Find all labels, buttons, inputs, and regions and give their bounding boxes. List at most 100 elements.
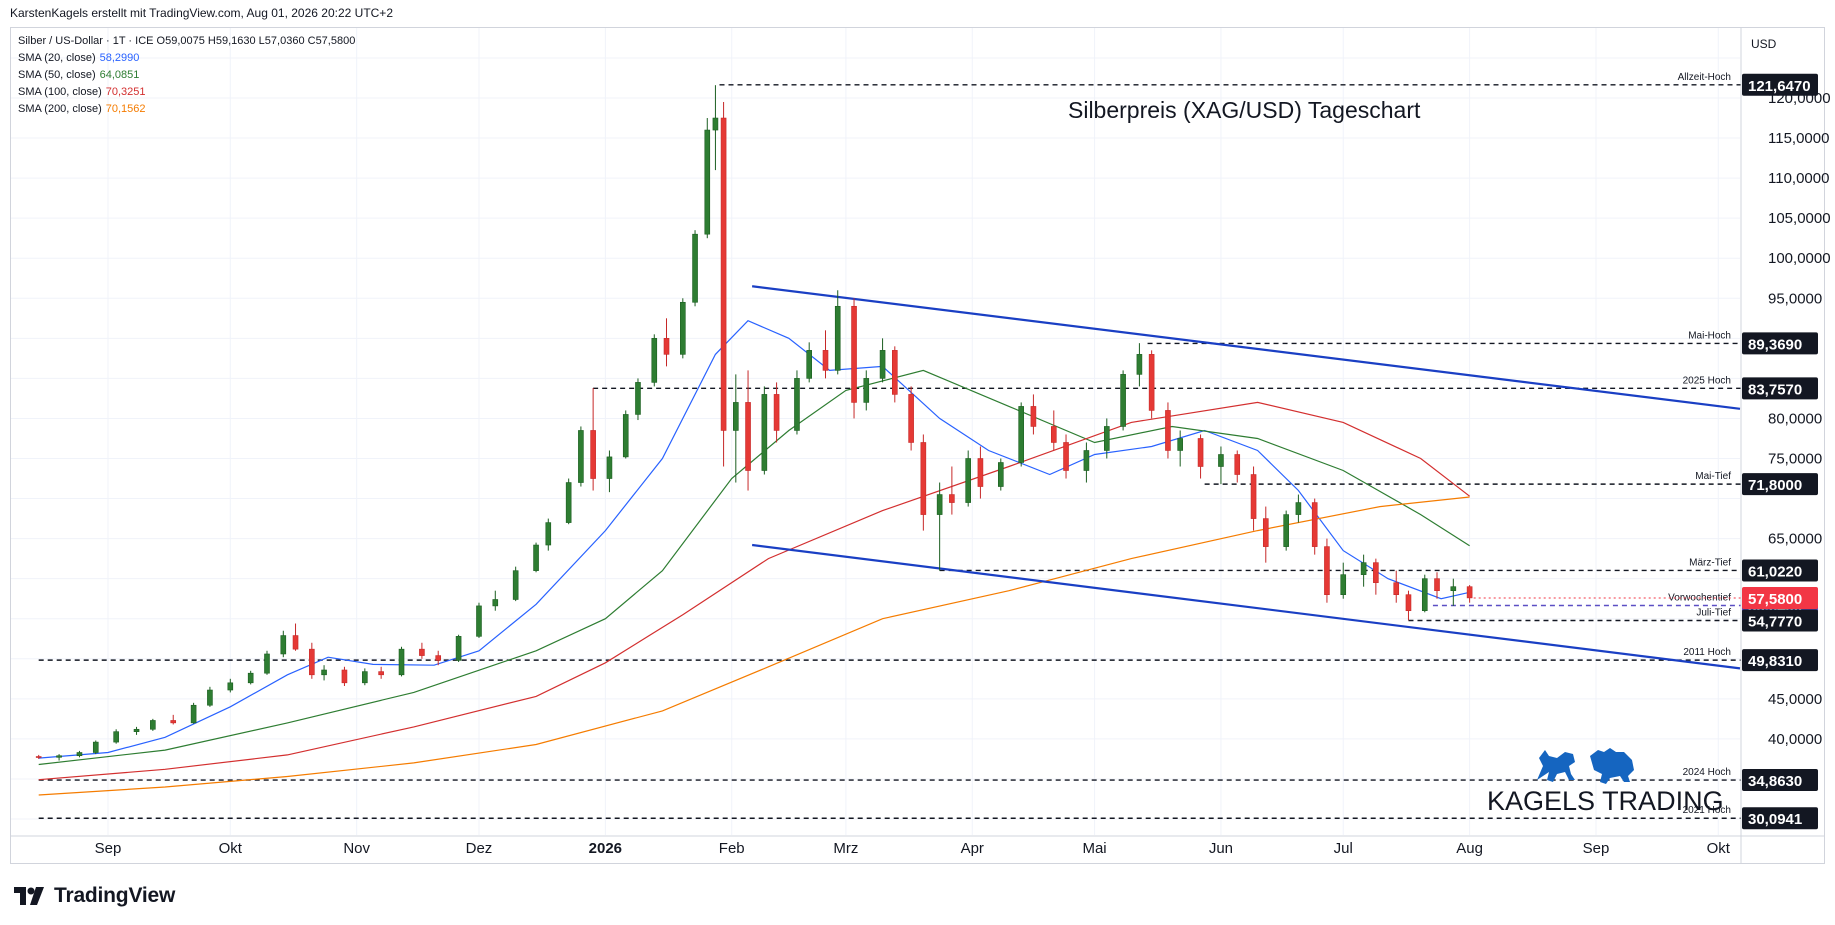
sma200-value: 70,1562 xyxy=(105,103,146,115)
candle-body xyxy=(733,402,739,431)
price-level-value: 83,7570 xyxy=(1748,381,1802,398)
chart-frame xyxy=(10,27,1825,864)
candle-body xyxy=(822,350,829,371)
candle-body xyxy=(455,636,462,661)
x-tick-label: Dez xyxy=(466,840,493,857)
candle-body xyxy=(704,129,711,235)
price-level-tag xyxy=(1742,559,1818,582)
candle-body xyxy=(56,755,62,758)
sma20-value: 58,2990 xyxy=(99,52,140,64)
candle-body xyxy=(1120,374,1126,427)
candle-body xyxy=(936,494,943,515)
price-level-tag xyxy=(1742,769,1818,792)
price-level-value: 71,8000 xyxy=(1748,477,1802,494)
sma100-label: SMA (100, close) xyxy=(18,86,102,98)
currency-label: USD xyxy=(1751,37,1777,51)
tradingview-wordmark: TradingView xyxy=(54,884,176,907)
candle-body xyxy=(680,301,686,355)
channel-line xyxy=(751,285,1741,410)
sma100-value: 70,3251 xyxy=(105,86,146,98)
candle-body xyxy=(476,605,482,637)
price-level-value: 89,3690 xyxy=(1748,336,1802,353)
symbol-legend[interactable]: Silber / US-Dollar · 1T · ICE O59,0075 H… xyxy=(18,35,355,47)
candle-body xyxy=(1177,438,1183,451)
kagels-branding: KAGELS TRADING xyxy=(1487,748,1724,816)
candle-body xyxy=(435,655,442,661)
candle-body xyxy=(773,394,780,431)
x-tick-label: Mrz xyxy=(833,840,858,857)
tradingview-logo[interactable]: TradingView xyxy=(14,884,175,908)
x-tick-label: 2026 xyxy=(589,840,622,857)
candle-body xyxy=(113,731,119,743)
last-price-tag xyxy=(1742,587,1818,610)
y-tick-label: 110,0000 xyxy=(1768,170,1829,187)
bull-icon xyxy=(1537,750,1575,782)
candle-body xyxy=(920,442,927,515)
y-tick-label: 95,0000 xyxy=(1768,290,1822,307)
candle-body xyxy=(977,458,984,487)
attribution-text: KarstenKagels erstellt mit TradingView.c… xyxy=(10,6,393,20)
candle-body xyxy=(1148,354,1155,411)
candle-body xyxy=(1393,582,1400,595)
price-level-label: März-Tief xyxy=(1689,557,1731,568)
x-tick-label: Nov xyxy=(343,840,370,857)
x-tick-label: Aug xyxy=(1456,840,1483,857)
candle-body xyxy=(76,752,83,757)
y-tick-label: 40,0000 xyxy=(1768,731,1822,748)
candle-body xyxy=(133,728,140,732)
candle-body xyxy=(1434,578,1440,591)
price-level-tag xyxy=(1742,473,1818,496)
x-tick-label: Jul xyxy=(1334,840,1353,857)
candle-body xyxy=(362,671,368,684)
candle-body xyxy=(292,635,299,650)
y-tick-label: 75,0000 xyxy=(1768,451,1822,468)
candle-body xyxy=(1311,502,1318,547)
candle-body xyxy=(419,648,425,656)
candle-body xyxy=(150,720,156,730)
candle-body xyxy=(1083,450,1090,471)
legend-sma100[interactable]: SMA (100, close) 70,3251 xyxy=(18,86,146,98)
bottom-bar xyxy=(0,864,1835,925)
x-tick-label: Sep xyxy=(95,840,122,857)
grid-lines xyxy=(11,28,1740,835)
candle-body xyxy=(1405,594,1412,612)
x-tick-label: Sep xyxy=(1583,840,1610,857)
y-tick-label: 80,0000 xyxy=(1768,410,1822,427)
y-tick-label: 100,0000 xyxy=(1768,250,1831,267)
y-tick-label: 115,0000 xyxy=(1768,130,1829,147)
sma-line xyxy=(38,319,1470,759)
legend-sma200[interactable]: SMA (200, close) 70,1562 xyxy=(18,103,146,115)
candle-body xyxy=(606,456,613,479)
candle-body xyxy=(92,741,99,753)
candle-body xyxy=(745,402,751,471)
price-level-value: 34,8630 xyxy=(1748,773,1802,790)
sma50-label: SMA (50, close) xyxy=(18,69,96,81)
kagels-trading-logo: KAGELS TRADING xyxy=(1487,786,1724,816)
x-tick-label: Jun xyxy=(1209,840,1233,857)
candle-body xyxy=(1262,518,1269,547)
symbol-line: Silber / US-Dollar · 1T · ICE O59,0075 H… xyxy=(18,35,356,47)
candle-body xyxy=(190,704,197,724)
price-level-tag xyxy=(1742,73,1818,96)
sma20-label: SMA (20, close) xyxy=(18,52,96,64)
candle-body xyxy=(590,430,596,479)
y-tick-label: 65,0000 xyxy=(1768,531,1822,548)
price-level-label: 2021 Hoch xyxy=(1683,805,1731,816)
legend-sma20[interactable]: SMA (20, close) 58,2990 xyxy=(18,52,139,64)
y-tick-label: 45,0000 xyxy=(1768,691,1822,708)
candle-body xyxy=(378,671,384,676)
candle-body xyxy=(761,394,768,471)
top-bar: KarstenKagels erstellt mit TradingView.c… xyxy=(0,0,1835,27)
candles xyxy=(35,85,1473,761)
candle-body xyxy=(533,544,539,571)
price-levels: Allzeit-Hoch Mai-Hoch 2025 Hoch Mai-Tief Mär… xyxy=(38,72,1741,819)
candle-body xyxy=(1250,474,1257,519)
price-level-label: Juli-Tief xyxy=(1696,608,1731,619)
legend-sma50[interactable]: SMA (50, close) 64,0851 xyxy=(18,69,139,81)
candle-body xyxy=(997,462,1004,487)
price-level-tag xyxy=(1742,377,1818,400)
price-level-label: Mai-Hoch xyxy=(1688,330,1731,341)
candle-body xyxy=(1295,502,1302,515)
candle-body xyxy=(1218,454,1224,467)
